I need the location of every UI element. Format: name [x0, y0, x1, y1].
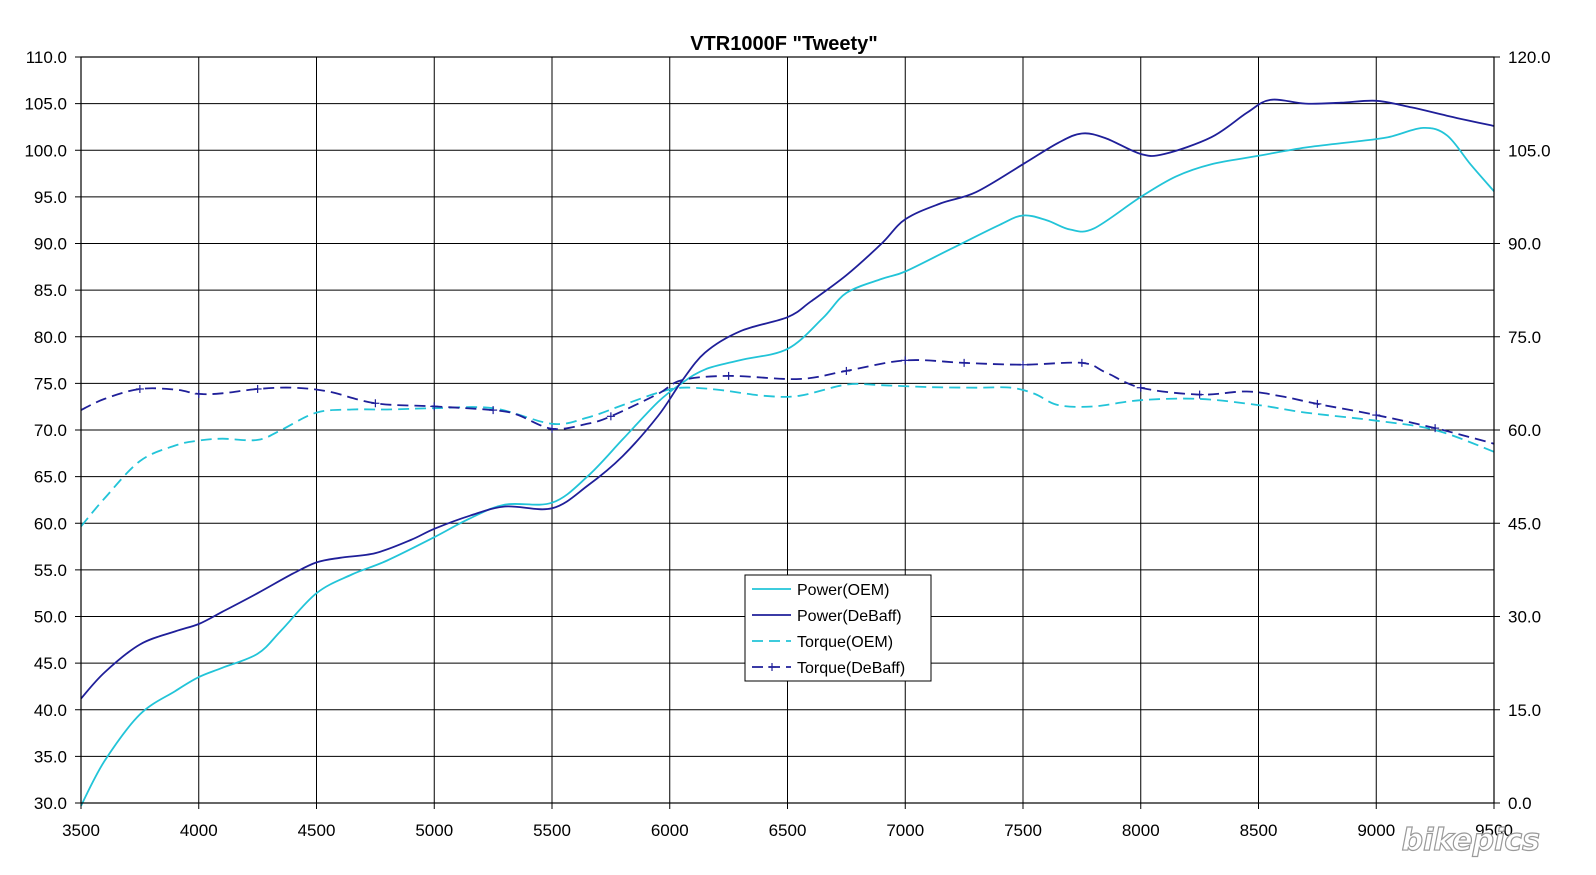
y2-tick-label: 90.0 — [1508, 235, 1541, 254]
y2-tick-label: 60.0 — [1508, 421, 1541, 440]
x-tick-label: 5500 — [533, 821, 571, 840]
x-tick-label: 9000 — [1357, 821, 1395, 840]
x-tick-label: 9500 — [1475, 821, 1513, 840]
right-y-axis-tick-labels: 0.0 15.0 30.0 45.0 60.0 75.0 90.0 105.0 120.0 — [1508, 48, 1551, 813]
legend-entry-torque-oem: Torque(OEM) — [752, 634, 893, 651]
y-tick-label: 90.0 — [34, 235, 67, 254]
data-point-torque-debaff — [371, 399, 380, 408]
y2-tick-label: 75.0 — [1508, 328, 1541, 347]
y-tick-label: 95.0 — [34, 188, 67, 207]
y-tick-label: 110.0 — [26, 48, 67, 67]
y-tick-label: 60.0 — [34, 514, 67, 533]
y-tick-label: 55.0 — [34, 561, 67, 580]
data-point-torque-debaff — [1313, 399, 1322, 408]
x-tick-label: 3500 — [62, 821, 100, 840]
y2-tick-label: 105.0 — [1508, 141, 1551, 160]
left-y-axis-tick-labels: 30.0 35.0 40.0 45.0 50.0 55.0 60.0 65.0 70.0 75.0… — [24, 48, 67, 813]
data-point-torque-debaff — [430, 402, 439, 411]
y-tick-label: 40.0 — [34, 701, 67, 720]
data-point-torque-debaff — [1372, 411, 1381, 420]
legend-label: Power(OEM) — [797, 582, 889, 599]
x-tick-label: 8000 — [1122, 821, 1160, 840]
data-point-torque-debaff — [1431, 424, 1440, 433]
y-tick-label: 105.0 — [24, 95, 67, 114]
series-line-power-debaff — [80, 98, 1495, 700]
data-point-torque-debaff — [1019, 360, 1027, 369]
x-tick-label: 7000 — [886, 821, 924, 840]
data-point-torque-debaff — [548, 424, 556, 433]
legend-label: Torque(DeBaff) — [797, 660, 905, 677]
data-point-torque-debaff — [1136, 383, 1145, 392]
y2-tick-label: 15.0 — [1508, 701, 1541, 720]
y-tick-label: 75.0 — [34, 374, 67, 393]
data-point-torque-debaff — [901, 356, 910, 365]
series-line-power-oem — [80, 126, 1495, 807]
x-tick-label: 8500 — [1240, 821, 1278, 840]
y-tick-label: 30.0 — [34, 794, 67, 813]
x-tick-label: 6500 — [769, 821, 807, 840]
x-tick-label: 4000 — [180, 821, 218, 840]
data-point-torque-debaff — [960, 358, 969, 367]
y2-tick-label: 30.0 — [1508, 608, 1541, 627]
data-point-torque-debaff — [1195, 390, 1204, 399]
x-tick-label: 5000 — [415, 821, 453, 840]
legend-entry-power-debaff: Power(DeBaff) — [752, 608, 902, 625]
y-tick-label: 100.0 — [24, 141, 67, 160]
data-point-torque-debaff — [724, 371, 733, 380]
axes — [75, 56, 1500, 809]
y-tick-label: 80.0 — [34, 328, 67, 347]
series-layer — [80, 98, 1495, 807]
x-tick-label: 4500 — [298, 821, 336, 840]
legend-label: Torque(OEM) — [797, 634, 893, 651]
y-tick-label: 35.0 — [34, 747, 67, 766]
data-point-torque-debaff — [1077, 358, 1086, 367]
data-point-torque-debaff — [842, 366, 851, 375]
watermark-logo: bikepics — [1402, 823, 1540, 858]
y2-tick-label: 0.0 — [1508, 794, 1532, 813]
x-tick-label: 7500 — [1004, 821, 1042, 840]
data-point-torque-debaff — [135, 384, 144, 393]
series-line-torque-oem — [80, 383, 1495, 527]
y2-tick-label: 120.0 — [1508, 48, 1551, 67]
data-point-torque-debaff — [253, 384, 262, 393]
y-tick-label: 65.0 — [34, 468, 67, 487]
data-point-torque-debaff — [606, 412, 615, 421]
y-tick-label: 50.0 — [34, 608, 67, 627]
y2-tick-label: 45.0 — [1508, 514, 1541, 533]
y-tick-label: 85.0 — [34, 281, 67, 300]
x-tick-label: 6000 — [651, 821, 689, 840]
legend: Power(OEM) Power(DeBaff) Torque(OEM) Torque… — [744, 574, 932, 682]
legend-entry-torque-debaff: Torque(DeBaff) — [752, 660, 905, 677]
legend-label: Power(DeBaff) — [797, 608, 902, 625]
y-tick-label: 70.0 — [34, 421, 67, 440]
data-point-torque-debaff — [194, 389, 203, 398]
data-point-torque-debaff — [489, 406, 498, 415]
x-axis-tick-labels: 3500 4000 4500 5000 5500 6000 6500 7000 7500 8000… — [62, 821, 1513, 840]
legend-entry-power-oem: Power(OEM) — [752, 582, 889, 599]
y-tick-label: 45.0 — [34, 654, 67, 673]
legend-box — [744, 574, 932, 682]
series-line-torque-debaff — [80, 359, 1495, 445]
chart-title: VTR1000F "Tweety" — [690, 33, 878, 55]
